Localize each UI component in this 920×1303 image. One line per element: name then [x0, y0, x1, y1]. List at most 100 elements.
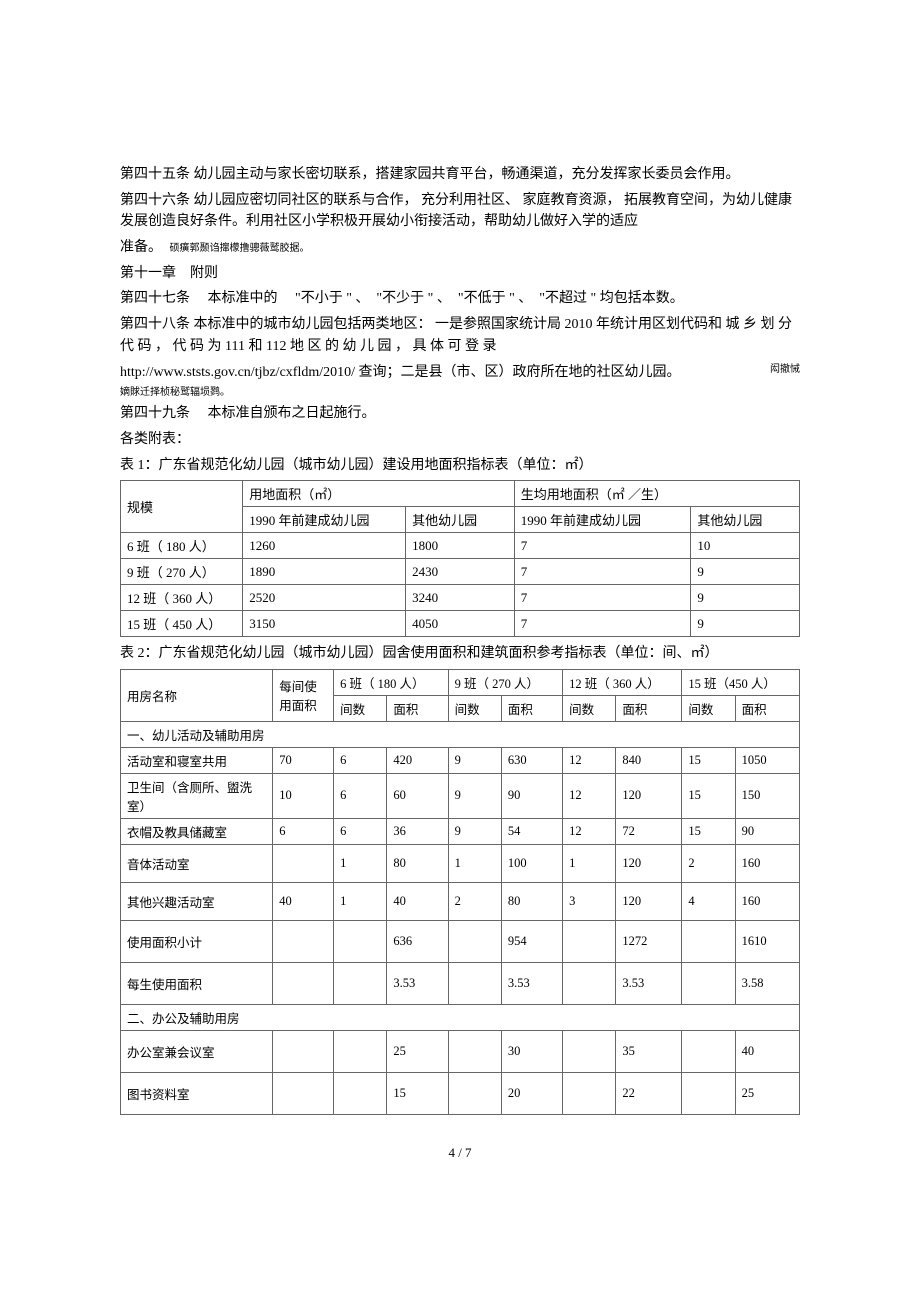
t2-cell: 6	[334, 818, 387, 844]
t1-cell: 7	[514, 559, 691, 585]
table-row: 使用面积小计 636 954 1272 1610	[121, 920, 800, 962]
document-page: 第四十五条 幼儿园主动与家长密切联系，搭建家园共育平台，畅通渠道，充分发挥家长委…	[0, 0, 920, 1201]
t2-g12: 12 班（ 360 人）	[563, 669, 682, 695]
table2-header-row1: 用房名称 每间使用面积 6 班（ 180 人） 9 班（ 270 人） 12 班…	[121, 669, 800, 695]
t2-cell: 活动室和寝室共用	[121, 747, 273, 773]
t1-cell: 2430	[406, 559, 515, 585]
t2-cell: 60	[387, 773, 448, 818]
t2-cell	[563, 1030, 616, 1072]
t2-cell	[334, 920, 387, 962]
t2-cell: 3.58	[735, 962, 799, 1004]
t2-cell: 12	[563, 818, 616, 844]
t2-cell: 1272	[616, 920, 682, 962]
t2-g9: 9 班（ 270 人）	[448, 669, 562, 695]
t2-cell	[448, 920, 501, 962]
t1-cell: 9	[691, 585, 800, 611]
t2-cell: 9	[448, 818, 501, 844]
t1-col-1990-a: 1990 年前建成幼儿园	[243, 507, 406, 533]
t2-cell: 2	[682, 844, 735, 882]
t2-cell	[682, 1030, 735, 1072]
t2-cell: 15	[682, 818, 735, 844]
t2-cell: 1	[334, 844, 387, 882]
t2-cell: 35	[616, 1030, 682, 1072]
t2-cell: 120	[616, 844, 682, 882]
t2-cell: 9	[448, 773, 501, 818]
t1-cell: 1260	[243, 533, 406, 559]
t2-cell: 10	[273, 773, 334, 818]
table-row: 6 班（ 180 人） 1260 1800 7 10	[121, 533, 800, 559]
t1-col-1990-b: 1990 年前建成幼儿园	[514, 507, 691, 533]
t2-cell: 22	[616, 1072, 682, 1114]
t2-sub-n: 间数	[563, 695, 616, 721]
t2-cell	[563, 962, 616, 1004]
t2-sec2: 二、办公及辅助用房	[121, 1004, 800, 1030]
t2-cell: 2	[448, 882, 501, 920]
t2-cell: 1	[334, 882, 387, 920]
page-number: 4 / 7	[120, 1145, 800, 1161]
article-48-tiny: 嫡賕迁择桢秘鹫辐埙鹨。	[120, 387, 800, 399]
t2-g15: 15 班（450 人）	[682, 669, 800, 695]
t2-cell: 1	[563, 844, 616, 882]
t2-sec1: 一、幼儿活动及辅助用房	[121, 721, 800, 747]
t2-cell: 40	[273, 882, 334, 920]
t2-cell	[334, 1030, 387, 1072]
table-2: 用房名称 每间使用面积 6 班（ 180 人） 9 班（ 270 人） 12 班…	[120, 669, 800, 1115]
t2-cell: 卫生间（含厕所、盥洗室）	[121, 773, 273, 818]
t2-sub-a: 面积	[501, 695, 562, 721]
t1-cell: 4050	[406, 611, 515, 637]
article-46-a: 第四十六条 幼儿园应密切同社区的联系与合作， 充分利用社区、 家庭教育资源， 拓…	[120, 190, 800, 233]
t2-cell: 其他兴趣活动室	[121, 882, 273, 920]
t2-cell	[682, 962, 735, 1004]
t2-cell	[448, 962, 501, 1004]
t2-sub-n: 间数	[682, 695, 735, 721]
t2-cell: 54	[501, 818, 562, 844]
t2-cell: 15	[387, 1072, 448, 1114]
table-1: 规模 用地面积（㎡） 生均用地面积（㎡ ／生） 1990 年前建成幼儿园 其他幼…	[120, 480, 800, 637]
t2-cell: 1	[448, 844, 501, 882]
t2-cell: 100	[501, 844, 562, 882]
t2-cell: 72	[616, 818, 682, 844]
table2-section1: 一、幼儿活动及辅助用房	[121, 721, 800, 747]
t1-col-scale: 规模	[121, 481, 243, 533]
table-row: 9 班（ 270 人） 1890 2430 7 9	[121, 559, 800, 585]
article-48-url-text: http://www.ststs.gov.cn/tjbz/cxfldm/2010…	[120, 365, 681, 380]
table-row: 12 班（ 360 人） 2520 3240 7 9	[121, 585, 800, 611]
t2-cell: 15	[682, 747, 735, 773]
t2-cell	[563, 920, 616, 962]
t1-cell: 2520	[243, 585, 406, 611]
t2-cell: 音体活动室	[121, 844, 273, 882]
table-row: 15 班（ 450 人） 3150 4050 7 9	[121, 611, 800, 637]
t1-cell: 3240	[406, 585, 515, 611]
t2-cell: 3.53	[387, 962, 448, 1004]
t2-cell: 120	[616, 882, 682, 920]
t2-cell	[334, 962, 387, 1004]
t1-cell: 7	[514, 585, 691, 611]
table1-header-row1: 规模 用地面积（㎡） 生均用地面积（㎡ ／生）	[121, 481, 800, 507]
t2-cell	[273, 962, 334, 1004]
t2-cell: 25	[735, 1072, 799, 1114]
t2-cell	[682, 920, 735, 962]
t2-cell: 15	[682, 773, 735, 818]
t2-cell: 4	[682, 882, 735, 920]
t1-cell: 9	[691, 559, 800, 585]
t2-cell: 160	[735, 882, 799, 920]
t2-cell: 每生使用面积	[121, 962, 273, 1004]
article-47: 第四十七条 本标准中的 "不小于 " 、 "不少于 " 、 "不低于 " 、 "…	[120, 288, 800, 310]
table2-title: 表 2：广东省规范化幼儿园（城市幼儿园）园舍使用面积和建筑面积参考指标表（单位：…	[120, 643, 800, 665]
t1-cell: 9 班（ 270 人）	[121, 559, 243, 585]
table-row: 音体活动室 1 80 1 100 1 120 2 160	[121, 844, 800, 882]
article-46-b-text: 准备。	[120, 240, 162, 255]
t1-cell: 6 班（ 180 人）	[121, 533, 243, 559]
t2-cell: 80	[387, 844, 448, 882]
t2-cell: 80	[501, 882, 562, 920]
t1-cell: 7	[514, 611, 691, 637]
table1-title: 表 1：广东省规范化幼儿园（城市幼儿园）建设用地面积指标表（单位：㎡）	[120, 455, 800, 477]
article-48-a: 第四十八条 本标准中的城市幼儿园包括两类地区： 一是参照国家统计局 2010 年…	[120, 314, 800, 357]
t2-cell: 70	[273, 747, 334, 773]
article-45: 第四十五条 幼儿园主动与家长密切联系，搭建家园共育平台，畅通渠道，充分发挥家长委…	[120, 164, 800, 186]
chapter-11-heading: 第十一章 附则	[120, 263, 800, 285]
t2-cell: 20	[501, 1072, 562, 1114]
t2-sub-a: 面积	[735, 695, 799, 721]
t1-cell: 15 班（ 450 人）	[121, 611, 243, 637]
t1-cell: 7	[514, 533, 691, 559]
